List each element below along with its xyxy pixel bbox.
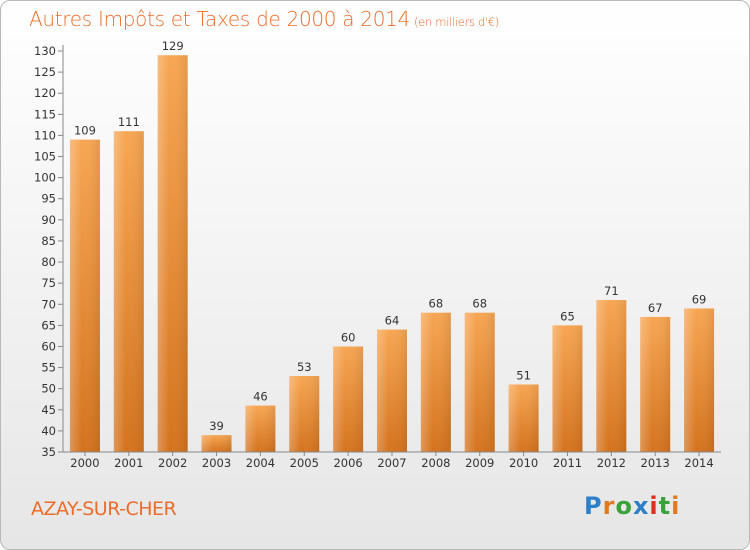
x-tick-label: 2004 (246, 456, 275, 470)
x-tick-label: 2010 (509, 456, 538, 470)
bar-value-label: 109 (74, 124, 96, 138)
bar-value-label: 67 (648, 301, 663, 315)
y-tick-label: 45 (41, 403, 56, 417)
bar-value-label: 65 (560, 309, 575, 323)
bar-value-label: 68 (472, 297, 487, 311)
y-tick-label: 110 (34, 128, 56, 142)
bar-value-label: 64 (385, 314, 400, 328)
proxiti-logo: Proxiti (584, 492, 680, 520)
commune-name: AZAY-SUR-CHER (31, 498, 177, 520)
x-tick-label: 2013 (641, 456, 670, 470)
logo-letter: P (584, 492, 603, 520)
logo-letter: r (602, 492, 616, 520)
bar-shading (552, 325, 583, 452)
y-tick-label: 105 (34, 150, 56, 164)
bar-value-label: 39 (209, 419, 224, 433)
logo-letter: t (658, 492, 672, 520)
chart-title: Autres Impôts et Taxes de 2000 à 2014 (en… (29, 7, 499, 31)
bar-shading (684, 308, 715, 452)
y-tick-label: 75 (41, 276, 56, 290)
y-tick-label: 55 (41, 361, 56, 375)
x-tick-label: 2001 (114, 456, 143, 470)
y-tick-label: 50 (41, 382, 56, 396)
y-tick-label: 65 (41, 318, 56, 332)
bar-shading (640, 316, 671, 452)
bar-shading (201, 435, 232, 452)
logo-letter: i (671, 492, 681, 520)
y-tick-label: 130 (34, 44, 56, 58)
bar-value-label: 111 (118, 115, 140, 129)
bar-value-label: 71 (604, 284, 619, 298)
bar-value-label: 129 (162, 39, 184, 53)
y-tick-label: 90 (41, 213, 56, 227)
y-tick-label: 70 (41, 297, 56, 311)
logo-letter: o (615, 492, 633, 520)
bar-shading (464, 312, 495, 452)
x-axis: 2000 2001 2002 2003 2004 2005 2006 2007 2008 2009… (63, 451, 721, 470)
y-tick-label: 120 (34, 86, 56, 100)
bar-shading (157, 55, 188, 452)
bar-shading (420, 312, 451, 452)
bar-shading (113, 131, 144, 452)
bar-value-label: 68 (429, 297, 444, 311)
y-tick-label: 80 (41, 255, 56, 269)
y-tick-label: 60 (41, 339, 56, 353)
y-tick-label: 85 (41, 234, 56, 248)
x-tick-label: 2003 (202, 456, 231, 470)
title-unit: (en milliers d'€) (414, 15, 500, 29)
logo-letter: x (632, 492, 650, 520)
bars-group: 109 111 129 39 46 53 60 64 68 68 51 65 71 67 69 (69, 39, 715, 453)
bar-shading (289, 376, 320, 452)
bar-value-label: 46 (253, 390, 268, 404)
y-axis: 35 40 45 50 55 60 65 70 75 80 85 90 95 100 105 110 115 12… (34, 44, 64, 459)
bar-shading (69, 139, 100, 453)
title-text: Autres Impôts et Taxes de 2000 à 2014 (29, 7, 410, 31)
bar-value-label: 51 (516, 368, 531, 382)
y-tick-label: 125 (34, 65, 56, 79)
y-tick-label: 35 (41, 445, 56, 459)
bar-shading (245, 405, 276, 452)
x-tick-label: 2000 (70, 456, 99, 470)
bar-shading (377, 329, 407, 452)
x-tick-label: 2002 (158, 456, 187, 470)
x-tick-label: 2005 (290, 456, 319, 470)
x-tick-label: 2014 (684, 456, 713, 470)
bar-shading (596, 300, 627, 452)
y-tick-label: 100 (34, 171, 56, 185)
bar-shading (333, 346, 364, 452)
x-tick-label: 2008 (421, 456, 450, 470)
y-tick-label: 95 (41, 192, 56, 206)
x-tick-label: 2006 (333, 456, 362, 470)
bar-value-label: 53 (297, 360, 312, 374)
bar-value-label: 60 (341, 330, 356, 344)
logo-letter: i (649, 492, 659, 520)
x-tick-label: 2009 (465, 456, 494, 470)
bar-shading (508, 384, 539, 452)
y-tick-label: 115 (34, 107, 56, 121)
x-tick-label: 2011 (553, 456, 582, 470)
y-tick-label: 40 (41, 424, 56, 438)
bar-value-label: 69 (692, 292, 707, 306)
x-tick-label: 2012 (597, 456, 626, 470)
x-tick-label: 2007 (377, 456, 406, 470)
